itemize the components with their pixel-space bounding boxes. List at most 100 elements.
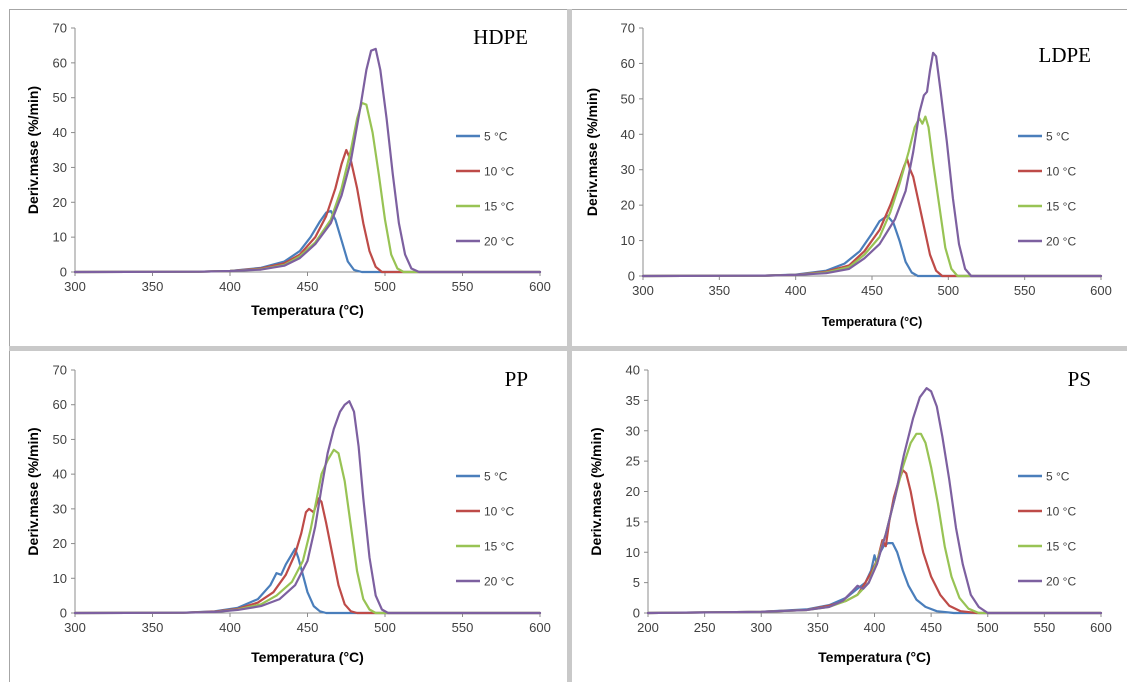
ps-y-tick-label: 25 [626,454,640,469]
ps-x-tick-label: 300 [750,620,772,635]
hdpe-x-tick-label: 450 [297,279,319,294]
ldpe-chart-title: LDPE [1039,43,1092,67]
hdpe-x-tick-label: 400 [219,279,241,294]
pp-series-20-c [73,400,542,615]
chart-panel-ldpe: 0 10 20 30 40 50 60 70 300 350 400 450 500 550 600 Temp… [573,10,1127,345]
ldpe-y-tick-label: 0 [628,269,635,284]
ps-y-tick-label: 30 [626,423,640,438]
ps-legend-label-15-c: 15 °C [1046,540,1076,554]
ldpe-y-tick-label: 50 [621,91,635,106]
pp-y-tick-label: 20 [53,536,67,551]
ps-chart-title: PS [1068,367,1091,391]
hdpe-x-axis-title: Temperatura (°C) [251,302,364,318]
pp-y-tick-label: 50 [53,432,67,447]
ps-y-tick-label: 5 [633,575,640,590]
pp-x-axis-title: Temperatura (°C) [251,649,364,665]
ldpe-legend-label-20-c: 20 °C [1046,235,1076,249]
pp-series-10-c [73,497,542,615]
ps-legend-label-20-c: 20 °C [1046,575,1076,589]
pp-x-tick-label: 450 [297,620,319,635]
hdpe-y-tick-label: 20 [53,195,67,210]
hdpe-y-tick-label: 0 [60,265,67,280]
ldpe-y-tick-label: 10 [621,233,635,248]
ldpe-x-axis-title: Temperatura (°C) [822,315,923,329]
ps-x-tick-label: 250 [694,620,716,635]
ps-y-tick-label: 35 [626,393,640,408]
pp-x-tick-label: 600 [529,620,551,635]
ps-series-10-c [646,469,1103,615]
hdpe-legend-label-5-c: 5 °C [484,130,508,144]
pp-legend-label-20-c: 20 °C [484,575,514,589]
chart-panel-hdpe: 0 10 20 30 40 50 60 70 300 350 400 450 500 550 600 Temp… [10,10,566,345]
hdpe-y-tick-label: 40 [53,125,67,140]
ps-y-tick-label: 0 [633,606,640,621]
pp-x-tick-label: 550 [452,620,474,635]
pp-y-tick-label: 40 [53,467,67,482]
ps-x-tick-label: 400 [864,620,886,635]
ldpe-y-tick-label: 70 [621,21,635,36]
ps-series-5-c [646,542,1103,615]
ldpe-y-tick-label: 20 [621,198,635,213]
pp-x-tick-label: 350 [142,620,164,635]
hdpe-x-tick-label: 350 [142,279,164,294]
hdpe-series-10-c [73,148,542,274]
hdpe-x-tick-label: 600 [529,279,551,294]
ps-y-tick-label: 15 [626,514,640,529]
hdpe-x-tick-label: 500 [374,279,396,294]
pp-x-tick-label: 500 [374,620,396,635]
ldpe-x-tick-label: 350 [708,283,730,298]
frame-left [9,9,10,682]
pp-x-tick-label: 400 [219,620,241,635]
pp-y-tick-label: 0 [60,606,67,621]
pp-y-tick-label: 60 [53,397,67,412]
pp-y-tick-label: 30 [53,501,67,516]
pp-legend-label-5-c: 5 °C [484,470,508,484]
hdpe-y-tick-label: 70 [53,21,67,36]
hdpe-legend-label-10-c: 10 °C [484,165,514,179]
ldpe-series-20-c [641,51,1103,278]
ldpe-y-tick-label: 30 [621,162,635,177]
ps-y-axis-title: Deriv.mase (%/min) [588,427,604,555]
hdpe-y-axis-title: Deriv.mase (%/min) [25,86,41,214]
ldpe-series-10-c [641,158,1103,278]
chart-panel-ps: 0 5 10 15 20 25 30 35 40 200 250 300 350 400 450 500 550… [573,352,1127,682]
ps-legend-label-10-c: 10 °C [1046,505,1076,519]
ldpe-legend-label-10-c: 10 °C [1046,165,1076,179]
ldpe-chart: 0 10 20 30 40 50 60 70 300 350 400 450 500 550 600 Temp… [584,21,1112,330]
ps-legend-label-5-c: 5 °C [1046,470,1070,484]
pp-legend-label-10-c: 10 °C [484,505,514,519]
hdpe-legend-label-15-c: 15 °C [484,200,514,214]
ldpe-x-tick-label: 450 [861,283,883,298]
ldpe-x-tick-label: 500 [937,283,959,298]
ps-x-tick-label: 550 [1034,620,1056,635]
ps-x-tick-label: 600 [1090,620,1112,635]
ldpe-legend-label-5-c: 5 °C [1046,130,1070,144]
ps-y-tick-label: 20 [626,484,640,499]
hdpe-chart-title: HDPE [473,25,528,49]
hdpe-x-tick-label: 550 [452,279,474,294]
ps-x-axis-title: Temperatura (°C) [818,649,931,665]
hdpe-y-tick-label: 60 [53,55,67,70]
hdpe-y-tick-label: 50 [53,90,67,105]
pp-y-tick-label: 10 [53,571,67,586]
ldpe-y-tick-label: 40 [621,127,635,142]
ps-x-tick-label: 200 [637,620,659,635]
ps-x-tick-label: 450 [920,620,942,635]
hdpe-y-tick-label: 10 [53,230,67,245]
ps-y-tick-label: 40 [626,363,640,378]
pp-chart-title: PP [505,367,528,391]
ps-series-20-c [646,387,1103,615]
pp-legend-label-15-c: 15 °C [484,540,514,554]
ps-x-tick-label: 500 [977,620,999,635]
ldpe-x-tick-label: 600 [1090,283,1112,298]
frame-vertical-divider [567,9,572,682]
hdpe-series-20-c [73,47,542,274]
ps-series-15-c [646,432,1103,615]
hdpe-x-tick-label: 300 [64,279,86,294]
ldpe-x-tick-label: 400 [785,283,807,298]
ldpe-legend-label-15-c: 15 °C [1046,200,1076,214]
ps-y-tick-label: 10 [626,545,640,560]
ps-x-tick-label: 350 [807,620,829,635]
ldpe-x-tick-label: 300 [632,283,654,298]
hdpe-chart: 0 10 20 30 40 50 60 70 300 350 400 450 500 550 600 Temp… [25,21,551,319]
